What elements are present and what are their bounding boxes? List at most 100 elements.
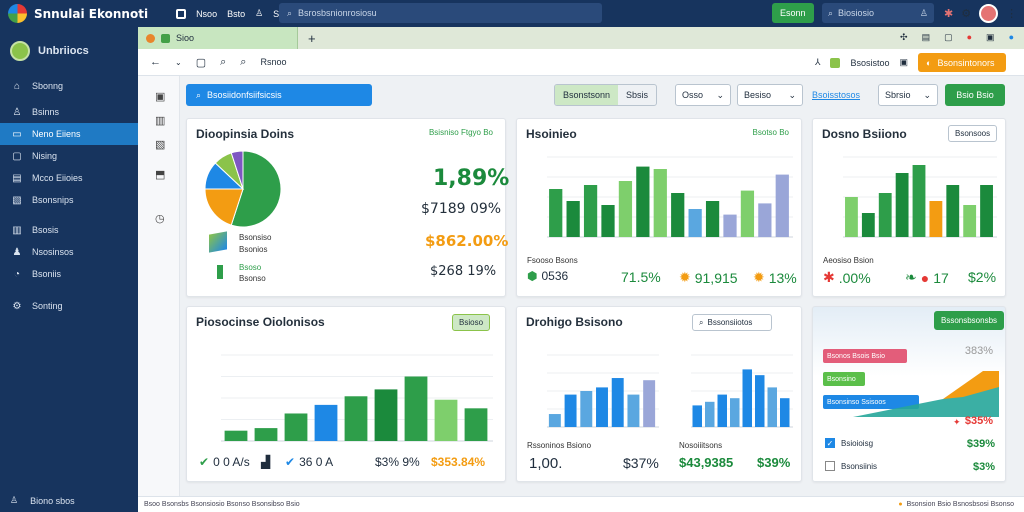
address-bar: ← ⌄ ▢ ⌕ ⌕ Rsnoo ⅄ Bsosistoo ▣ ◐ Bsonsintonors bbox=[138, 49, 1024, 76]
bar bbox=[755, 375, 765, 427]
status-bar: Bsoo Bsonsbs Bsonsiosio Bsonso Bsonsibso… bbox=[138, 496, 1024, 512]
top-green-button[interactable]: Esonn bbox=[772, 3, 814, 23]
top-nav: Nsoo Bsto ♙ Ssbo bbox=[176, 8, 294, 19]
footer-value: 0536 bbox=[541, 269, 569, 283]
more-icon[interactable]: ⋮ bbox=[1006, 8, 1018, 20]
sidebar-item[interactable]: ⚙ Sonting bbox=[0, 295, 138, 317]
save-icon[interactable]: ▤ bbox=[921, 32, 931, 42]
card-link[interactable]: Bsotso Bo bbox=[752, 128, 789, 137]
bar bbox=[717, 394, 727, 427]
doc-icon: ▧ bbox=[12, 194, 22, 206]
footer-stat: ▟ bbox=[261, 455, 270, 469]
sidebar-item[interactable]: ▧ Bsonsnips bbox=[0, 189, 138, 211]
dashboard-search-input[interactable]: ⌕ Bsosiidonfsiifsicsis bbox=[186, 84, 372, 106]
bar bbox=[344, 396, 368, 441]
tab-active[interactable]: Sioo bbox=[138, 27, 298, 49]
lock-icon[interactable]: ▣ bbox=[986, 32, 995, 42]
cube-icon bbox=[209, 231, 227, 253]
secondary-search-input[interactable]: ⌕ Biosiosio ♙ bbox=[822, 3, 934, 23]
bar bbox=[912, 165, 926, 237]
toolbar-link[interactable]: Bsoisstosos bbox=[812, 90, 861, 100]
sidebar-item-active[interactable]: ▭ Neno Eiiens bbox=[0, 123, 138, 145]
bar bbox=[688, 209, 702, 237]
profile-icon[interactable]: ● bbox=[1008, 32, 1014, 42]
summary-row[interactable]: Bsonsiinis bbox=[825, 461, 877, 471]
puzzle-icon[interactable]: ✣ bbox=[900, 32, 908, 42]
user-icon[interactable]: ♙ bbox=[255, 8, 264, 18]
home-icon[interactable]: ⌕ bbox=[240, 55, 247, 68]
pie-chart bbox=[204, 150, 282, 228]
segment-option[interactable]: Sbsis bbox=[626, 90, 649, 100]
forward-icon[interactable]: ⌄ bbox=[175, 57, 182, 67]
top-nav-item[interactable]: Nsoo bbox=[196, 8, 218, 19]
extension-icon[interactable] bbox=[830, 57, 841, 68]
sidebar-user[interactable]: Unbriiocs bbox=[0, 27, 138, 71]
sidebar-item[interactable]: ♟ Nsosinsos bbox=[0, 241, 138, 263]
pill-label: Bsonsino bbox=[823, 372, 865, 386]
flag-icon: ✦ bbox=[953, 417, 961, 427]
bar bbox=[929, 201, 943, 237]
settings-icon[interactable]: ⚙ bbox=[961, 8, 972, 20]
new-tab-plus-icon[interactable]: + bbox=[308, 30, 316, 46]
square-icon[interactable] bbox=[176, 8, 187, 19]
chat-icon[interactable]: ▧ bbox=[155, 139, 166, 151]
top-nav-item[interactable]: Bsto bbox=[227, 8, 246, 19]
record-icon: ● bbox=[920, 269, 930, 286]
orange-action-button[interactable]: ◐ Bsonsintonors bbox=[918, 53, 1006, 72]
card-search-button[interactable]: ⌕ Bssonsiiotos bbox=[692, 314, 772, 331]
bar bbox=[980, 185, 993, 237]
sidebar-item-label: Sbonng bbox=[32, 81, 64, 91]
back-icon[interactable]: ← bbox=[150, 56, 161, 68]
image-icon[interactable]: ▣ bbox=[155, 91, 166, 103]
clock-icon[interactable]: ◷ bbox=[155, 213, 165, 225]
card-button[interactable]: Bsonsoos bbox=[948, 125, 998, 142]
tab-favicon-icon bbox=[146, 33, 155, 43]
page-icon[interactable]: ▢ bbox=[944, 32, 953, 42]
card-title: Dosno Bsiiono bbox=[822, 127, 907, 141]
sidebar-footer[interactable]: ♙ Biono sbos bbox=[10, 495, 75, 506]
dropdown-value: Osso bbox=[682, 90, 704, 100]
footer-stat: ✔ 0 0 A/s bbox=[199, 455, 250, 469]
pill-label: Bsonos Bsois Bsio bbox=[823, 349, 907, 363]
lock-icon[interactable]: ▣ bbox=[899, 57, 908, 67]
top-icons: ✱ ⚙ ⋮ bbox=[944, 4, 1017, 23]
sidebar-item-label: Neno Eiiens bbox=[32, 129, 81, 139]
book-icon[interactable]: ▥ bbox=[155, 115, 166, 127]
sidebar-item[interactable]: ♙ Bsinns bbox=[0, 101, 138, 123]
legend-label: Bsoso bbox=[239, 263, 262, 272]
segment-option[interactable]: Bsonstsonn bbox=[555, 85, 619, 105]
sidebar: Unbriiocs ⌂ Sbonng ♙ Bsinns ▭ Neno Eiiens ▢… bbox=[0, 27, 138, 512]
footer-value: 71.5% bbox=[621, 269, 661, 285]
stop-icon[interactable]: ▢ bbox=[195, 56, 207, 69]
bar bbox=[374, 389, 398, 441]
search-icon[interactable]: ⌕ bbox=[220, 55, 227, 68]
sidebar-item[interactable]: ▤ Mcco Eiioies bbox=[0, 167, 138, 189]
bar bbox=[464, 408, 488, 441]
sidebar-item[interactable]: ◔ Bsoniis bbox=[0, 263, 138, 285]
bar bbox=[284, 413, 308, 441]
sidebar-item[interactable]: ⌂ Sbonng bbox=[0, 75, 138, 97]
go-button[interactable]: Bsio Bsio bbox=[945, 84, 1005, 106]
dropdown[interactable]: Osso ⌄ bbox=[675, 84, 731, 106]
bell-icon[interactable]: ✱ bbox=[944, 8, 954, 20]
sidebar-item[interactable]: ▢ Nising bbox=[0, 145, 138, 167]
sidebar-item[interactable]: ▥ Bsosis bbox=[0, 219, 138, 241]
bar bbox=[434, 399, 458, 441]
box-icon[interactable]: ⬒ bbox=[155, 169, 166, 181]
dropdown[interactable]: Sbrsio ⌄ bbox=[878, 84, 938, 106]
footer-label: Fsooso Bsons bbox=[527, 256, 578, 265]
card-button[interactable]: Bssonsbsonsbs bbox=[934, 311, 1004, 330]
bar-chart bbox=[843, 156, 997, 238]
top-search-input[interactable]: ⌕ Bsrosbsnionrosiosu bbox=[279, 3, 602, 23]
filter-icon[interactable]: ⅄ bbox=[814, 57, 821, 67]
record-icon[interactable]: ● bbox=[966, 32, 973, 42]
footer-stat: 71.5% bbox=[621, 269, 661, 285]
card-link[interactable]: Bsisniso Ftgyo Bo bbox=[428, 128, 493, 137]
summary-row[interactable]: ✓ Bsioioisg bbox=[825, 438, 873, 448]
avatar[interactable] bbox=[979, 4, 999, 23]
bar-chart bbox=[547, 354, 659, 428]
card-button[interactable]: Bsioso bbox=[452, 314, 491, 331]
bar bbox=[780, 398, 790, 427]
pie-slice bbox=[204, 188, 244, 226]
dropdown[interactable]: Besiso ⌄ bbox=[737, 84, 803, 106]
